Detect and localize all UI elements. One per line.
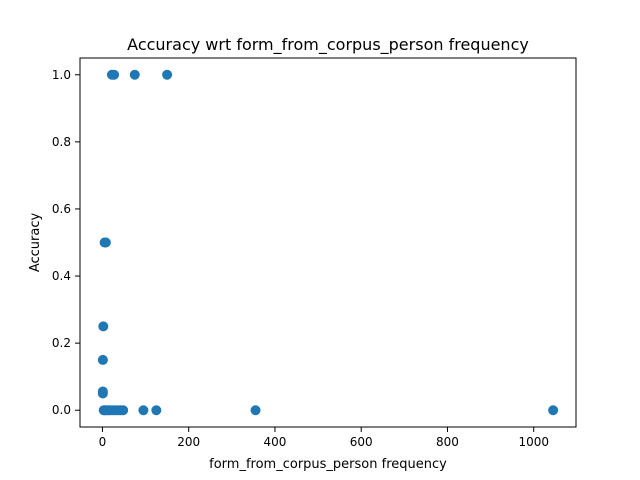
- y-axis-ticks: 0.0 0.2 0.4 0.6 0.8 1.0: [52, 68, 80, 417]
- y-tick-label: 0.2: [52, 336, 71, 350]
- y-tick-label: 0.4: [52, 269, 71, 283]
- data-point: [548, 405, 559, 416]
- data-point: [100, 237, 111, 248]
- data-point: [129, 69, 140, 80]
- y-tick-label: 1.0: [52, 68, 71, 82]
- x-tick-label: 400: [263, 435, 286, 449]
- plot-area-frame: [79, 57, 577, 428]
- x-axis-label: form_from_corpus_person frequency: [209, 457, 447, 472]
- y-tick-label: 0.0: [52, 403, 71, 417]
- data-point: [97, 388, 108, 399]
- data-point: [97, 354, 108, 365]
- data-point: [98, 321, 109, 332]
- x-tick-label: 0: [99, 435, 107, 449]
- data-points: [97, 69, 559, 416]
- data-point: [138, 405, 149, 416]
- x-axis-ticks: 0 200 400 600 800 1000: [99, 427, 549, 449]
- y-tick-label: 0.8: [52, 135, 71, 149]
- y-tick-label: 0.6: [52, 202, 71, 216]
- x-tick-label: 200: [177, 435, 200, 449]
- data-point: [151, 405, 162, 416]
- data-point: [109, 69, 120, 80]
- y-axis-label: Accuracy: [28, 213, 43, 273]
- data-point: [250, 405, 261, 416]
- x-tick-label: 600: [350, 435, 373, 449]
- data-point: [162, 69, 173, 80]
- x-tick-label: 800: [436, 435, 459, 449]
- data-point: [118, 405, 129, 416]
- chart-title: Accuracy wrt form_from_corpus_person fre…: [127, 35, 529, 55]
- x-tick-label: 1000: [518, 435, 549, 449]
